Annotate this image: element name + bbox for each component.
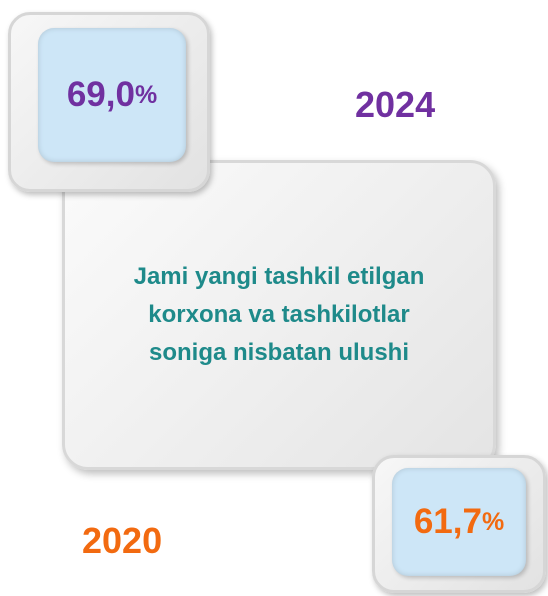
callout-value: 69,0 xyxy=(66,75,135,114)
callout-unit: % xyxy=(134,80,158,109)
center-box: Jami yangi tashkil etilgan korxona va ta… xyxy=(62,160,496,470)
callout-box: 61,7% xyxy=(392,468,526,576)
callout-unit: % xyxy=(481,507,505,536)
year-label: 2020 xyxy=(82,520,163,561)
center-line: Jami yangi tashkil etilgan xyxy=(133,263,425,290)
callout-value: 61,7 xyxy=(413,502,482,541)
center-line: korxona va tashkilotlar xyxy=(148,301,410,328)
year-label: 2024 xyxy=(355,84,436,125)
callout-box: 69,0% xyxy=(38,28,186,162)
center-line: soniga nisbatan ulushi xyxy=(148,339,410,366)
